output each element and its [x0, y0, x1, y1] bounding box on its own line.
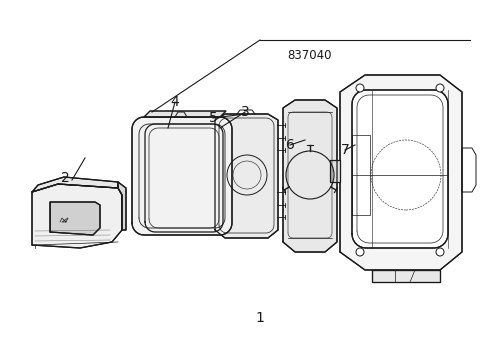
Polygon shape	[132, 117, 232, 235]
Polygon shape	[32, 184, 122, 248]
Polygon shape	[32, 177, 118, 192]
Text: 6: 6	[286, 138, 294, 152]
Polygon shape	[118, 182, 126, 230]
Polygon shape	[145, 124, 223, 232]
Text: 2: 2	[61, 171, 70, 185]
Text: 3: 3	[241, 105, 249, 119]
Circle shape	[436, 84, 444, 92]
Polygon shape	[372, 270, 440, 282]
Polygon shape	[340, 75, 462, 270]
Circle shape	[436, 248, 444, 256]
Circle shape	[356, 84, 364, 92]
Polygon shape	[352, 90, 448, 248]
Text: 5: 5	[209, 111, 218, 125]
Text: 837040: 837040	[288, 49, 332, 62]
Circle shape	[356, 248, 364, 256]
Polygon shape	[215, 114, 278, 238]
Text: 7: 7	[341, 143, 349, 157]
Text: 1: 1	[256, 311, 265, 325]
Polygon shape	[144, 111, 226, 117]
Text: 4: 4	[171, 95, 179, 109]
Polygon shape	[283, 100, 337, 252]
Polygon shape	[330, 160, 340, 182]
Polygon shape	[50, 202, 100, 235]
